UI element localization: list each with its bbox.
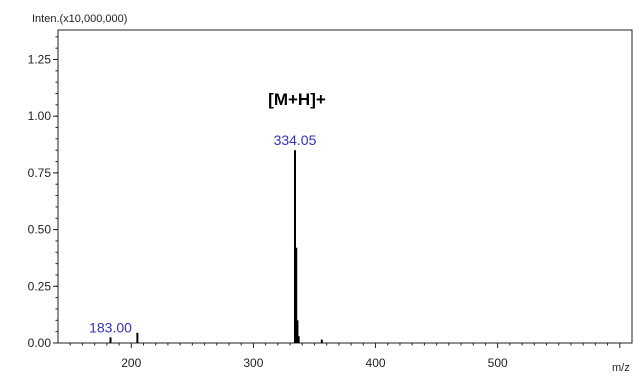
x-tick-label: 400	[366, 356, 386, 370]
ion-annotation: [M+H]+	[268, 90, 326, 109]
peak-series	[109, 150, 323, 343]
y-tick-label: 0.75	[28, 166, 52, 180]
y-tick-label: 0.00	[28, 336, 52, 350]
y-tick-label: 1.00	[28, 109, 52, 123]
peak-value-label: 334.05	[274, 132, 317, 148]
y-tick-label: 0.50	[28, 223, 52, 237]
peak-value-label: 183.00	[89, 319, 132, 335]
x-axis-label: m/z	[612, 362, 630, 374]
annotations: [M+H]+	[268, 90, 326, 109]
y-axis: 0.00 0.25 0.50 0.75 1.00 1.25	[28, 36, 58, 350]
x-tick-label: 200	[121, 356, 141, 370]
peak-labels: 183.00 334.05	[89, 132, 317, 335]
y-axis-label: Inten.(x10,000,000)	[32, 13, 127, 25]
plot-frame	[57, 29, 633, 344]
x-tick-label: 300	[243, 356, 263, 370]
y-tick-label: 1.25	[28, 52, 52, 66]
y-tick-label: 0.25	[28, 279, 52, 293]
x-tick-label: 500	[488, 356, 508, 370]
x-axis: 200 300 400 500	[69, 343, 621, 370]
